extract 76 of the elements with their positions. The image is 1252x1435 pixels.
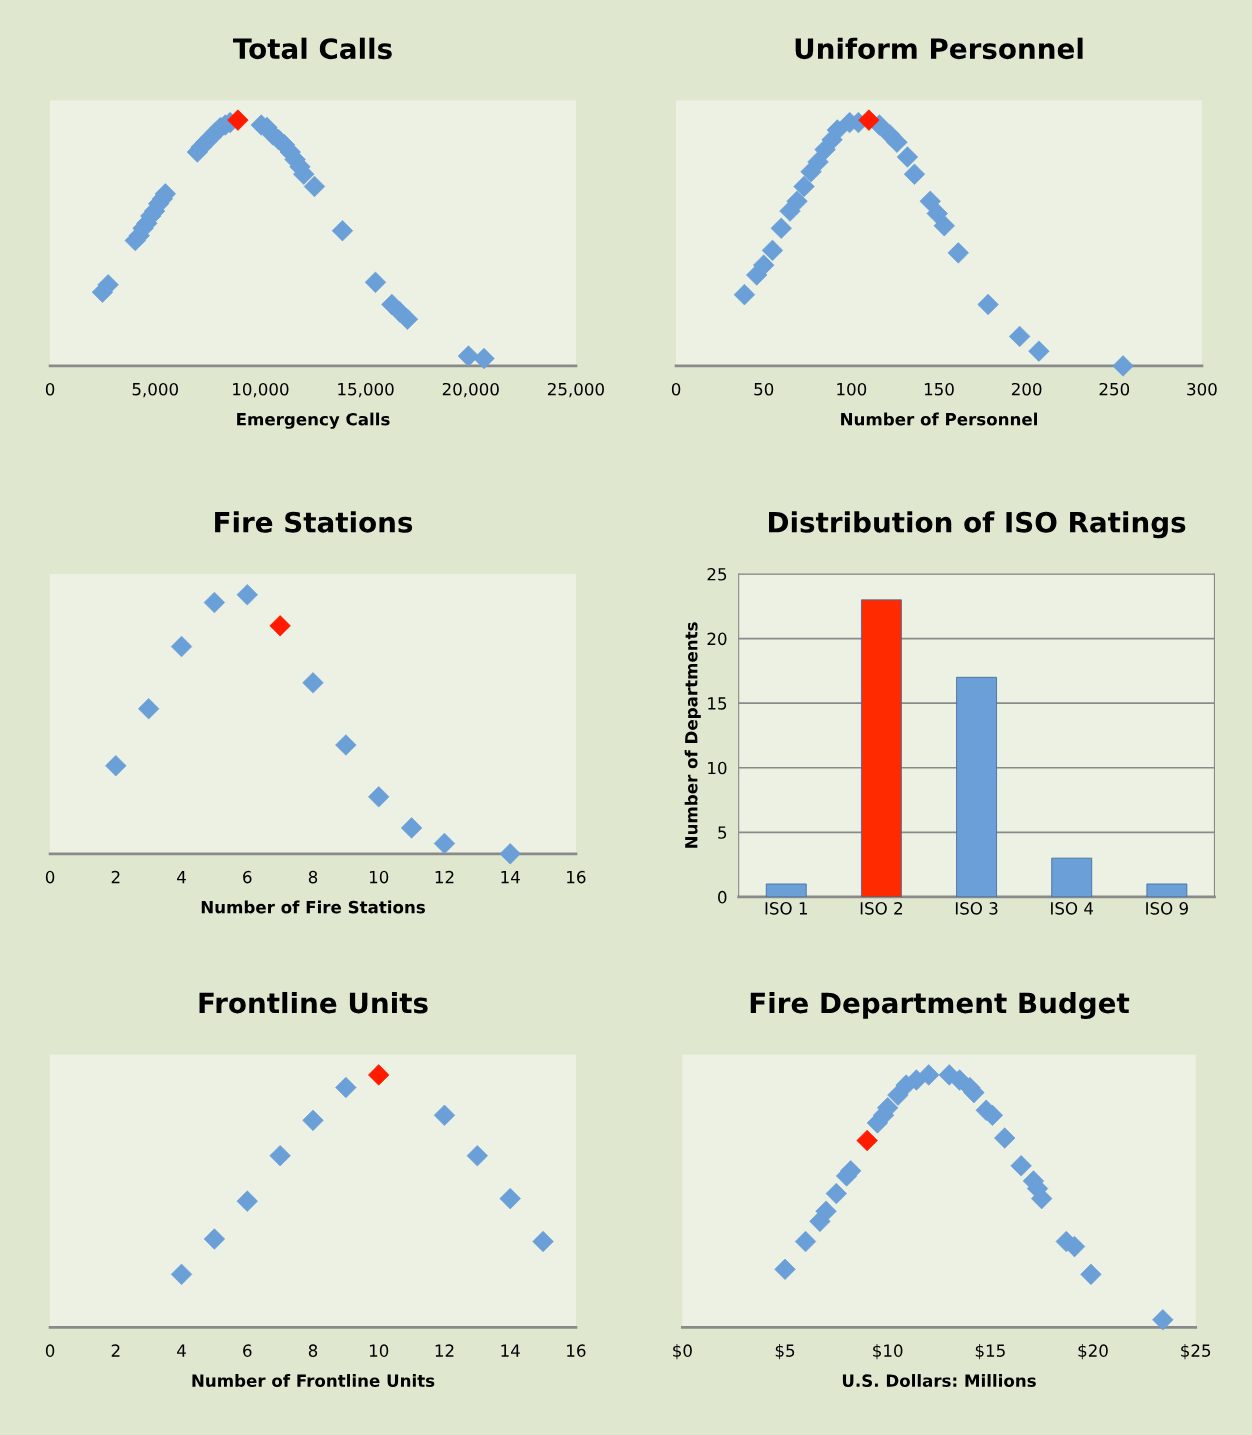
x-tick-label: ISO 4 [1051,902,1094,915]
x-tick-label: ISO 2 [860,902,902,915]
x-tick-label: $20 [1078,1344,1108,1360]
point [815,1200,837,1222]
x-tick-label: 5,000 [132,382,178,398]
x-axis-title: Number of Frontline Units [192,1374,435,1387]
x-tick-label: 12 [435,1344,454,1357]
x-tick-label: 25,000 [547,382,604,398]
x-tick-label: 150 [924,382,954,396]
bar [956,676,997,897]
x-tick-label: 6 [243,870,252,884]
chart-title: Uniform Personnel [795,37,1083,60]
point [918,1064,940,1086]
x-tick-label: ISO 1 [765,902,807,915]
point [433,1104,456,1126]
x-axis-title: Number of Fire Stations [201,900,425,914]
x-tick-label: $10 [873,1344,903,1360]
bar [1146,883,1188,897]
x-tick-label: 2 [111,870,120,884]
y-tick-label: 10 [708,761,727,775]
y-tick-label: 20 [707,632,727,646]
chart-title: Frontline Units [199,991,428,1014]
x-axis-title: Number of Personnel [841,412,1037,426]
x-axis-title: Emergency Calls [237,412,390,429]
chart-title: Distribution of ISO Ratings [769,511,1186,539]
x-tick-label: 20,000 [442,382,499,398]
x-tick-label: 16 [567,870,586,884]
y-tick-label: 15 [708,697,727,710]
x-tick-label: 10,000 [233,382,289,398]
y-tick-label: 5 [718,826,727,839]
x-tick-label: 2 [111,1344,120,1357]
x-axis-title: U.S. Dollars: Millions [842,1374,1036,1387]
chart-title: Fire Department Budget [750,991,1130,1020]
point [825,1182,847,1205]
x-tick-label: 16 [567,1344,586,1357]
x-tick-label: 0 [45,382,55,396]
x-tick-label: 200 [1011,382,1042,396]
chart-title: Fire Stations [215,511,413,533]
x-tick-label: 15,000 [338,382,394,398]
point [302,672,324,694]
x-tick-label: 8 [308,870,318,884]
bar [861,599,902,897]
x-tick-label: 6 [243,1344,252,1357]
x-tick-label: 100 [837,382,867,396]
chart-title: Total Calls [233,37,392,60]
y-tick-label: 0 [718,890,727,904]
x-tick-label: 300 [1187,382,1217,396]
x-tick-label: ISO 9 [1146,902,1188,915]
x-tick-label: 0 [45,870,55,884]
point [368,1064,390,1086]
x-tick-label: 10 [369,1344,389,1357]
bar [765,883,807,897]
x-tick-label: 50 [754,382,774,396]
point [203,591,226,614]
x-tick-label: $15 [975,1344,1005,1360]
x-tick-label: $0 [673,1344,692,1360]
y-tick-label: 25 [707,567,727,581]
x-tick-label: 0 [45,1344,55,1357]
x-tick-label: 14 [501,871,520,884]
x-tick-label: ISO 3 [955,902,998,915]
x-tick-label: $25 [1181,1344,1211,1360]
point [170,635,193,658]
y-axis-title: Number of Departments [684,622,701,848]
bar [1051,857,1093,897]
x-tick-label: 12 [435,870,454,884]
x-tick-label: 0 [671,382,681,396]
x-tick-label: 10 [369,870,389,884]
x-tick-label: 4 [177,1344,186,1357]
x-tick-label: 14 [501,1344,520,1357]
x-tick-label: 4 [177,871,186,884]
x-tick-label: 8 [308,1344,318,1357]
point [433,832,456,855]
point [903,163,926,185]
x-tick-label: 250 [1099,382,1130,396]
x-tick-label: $5 [775,1344,795,1360]
point [335,734,357,756]
